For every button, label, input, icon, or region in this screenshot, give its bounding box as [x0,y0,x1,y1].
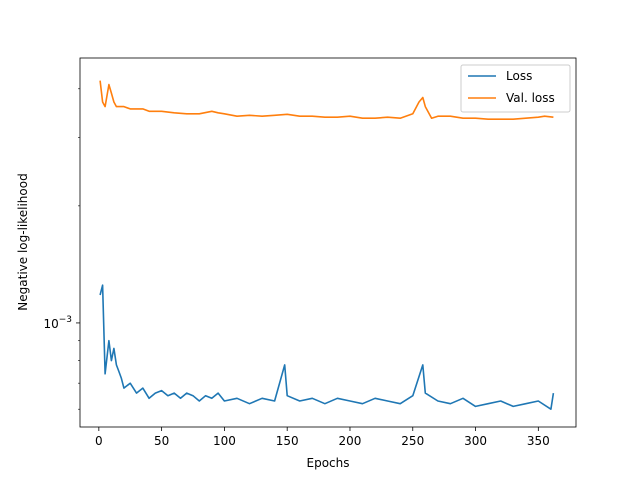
x-tick-label: 250 [401,434,424,448]
x-tick-label: 350 [527,434,550,448]
legend: Loss Val. loss [460,64,571,113]
x-ticks: 0 50 100 150 200 250 300 350 [95,427,550,448]
x-tick-label: 50 [154,434,169,448]
x-tick-label: 300 [464,434,487,448]
x-axis-label: Epochs [307,456,350,470]
plot-frame [79,57,577,428]
y-axis-label: Negative log-likelihood [16,173,30,310]
x-tick-label: 0 [95,434,103,448]
series-line-1 [99,80,554,120]
legend-label-loss: Loss [506,69,532,83]
x-tick-label: 200 [339,434,362,448]
series-line-0 [99,284,555,411]
x-tick-label: 100 [213,434,236,448]
y-tick-label: 10−3 [43,315,72,331]
y-ticks: 10−3 [43,88,80,410]
legend-label-val-loss: Val. loss [506,91,555,105]
series-layer [99,80,555,411]
x-tick-label: 150 [276,434,299,448]
plot-area [80,58,576,427]
